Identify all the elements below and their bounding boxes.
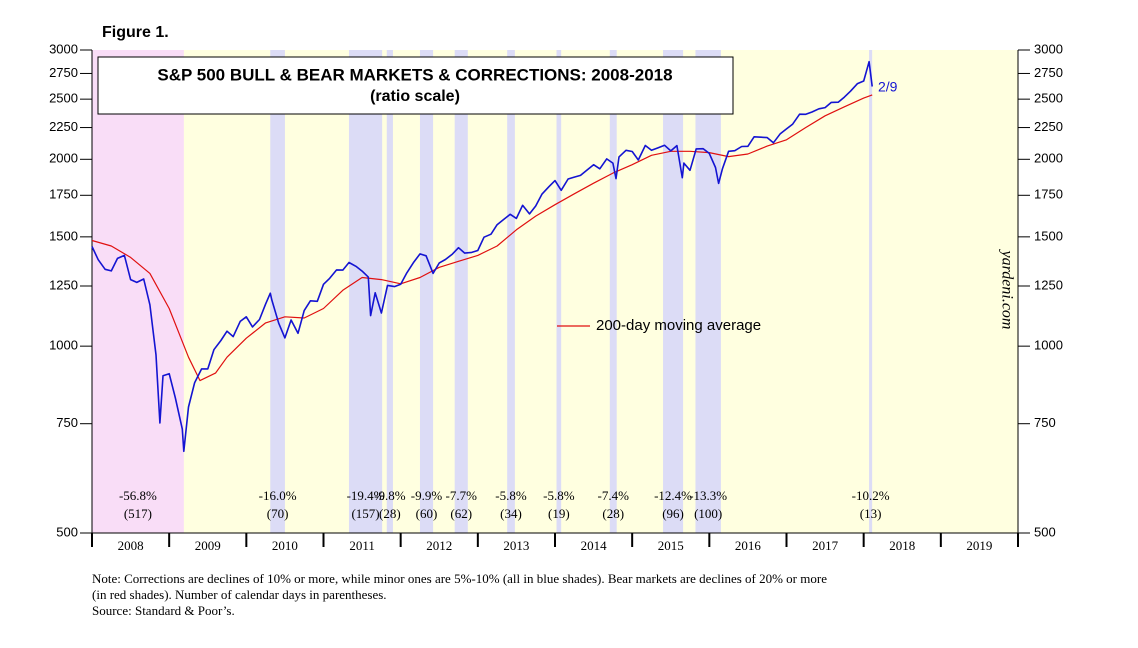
y-tick-label: 2000: [1034, 151, 1063, 166]
decline-label: -7.7%: [446, 488, 478, 503]
y-tick-label: 2500: [49, 91, 78, 106]
legend-label: 200-day moving average: [596, 317, 761, 334]
chart-subtitle: (ratio scale): [370, 88, 460, 105]
x-tick-label: 2018: [889, 538, 915, 553]
days-label: (96): [662, 506, 684, 521]
correction-shade: [348, 50, 383, 533]
x-tick-label: 2014: [581, 538, 608, 553]
decline-label: -9.9%: [411, 488, 443, 503]
x-tick-label: 2012: [426, 538, 452, 553]
title-box: [97, 56, 734, 115]
decline-label: -5.8%: [543, 488, 575, 503]
note-line: Source: Standard & Poor’s.: [92, 603, 235, 618]
y-tick-label: 1250: [1034, 277, 1063, 292]
note-line: Note: Corrections are declines of 10% or…: [92, 571, 827, 586]
decline-label: -19.4%: [347, 488, 385, 503]
y-tick-label: 2500: [1034, 91, 1063, 106]
plot: -56.8% (517) -16.0% (70) -19.4% (157) -9.8% (28…: [49, 41, 1063, 553]
y-tick-label: 2250: [1034, 119, 1063, 134]
x-tick-label: 2011: [349, 538, 375, 553]
days-label: (60): [416, 506, 438, 521]
correction-shade: [270, 50, 285, 533]
series-line: [91, 94, 873, 382]
decline-label: -10.2%: [852, 488, 890, 503]
x-tick-label: 2009: [195, 538, 221, 553]
plot-background: [92, 50, 1018, 533]
x-tick-label: 2015: [658, 538, 684, 553]
x-tick-label: 2016: [735, 538, 762, 553]
decline-label: -5.8%: [495, 488, 527, 503]
decline-label: -13.3%: [689, 488, 727, 503]
y-tick-label: 750: [1034, 415, 1056, 430]
correction-shade: [507, 50, 515, 533]
figure-label: Figure 1.: [102, 24, 169, 41]
y-tick-label: 1750: [49, 187, 78, 202]
end-annotation: 2/9: [878, 79, 898, 95]
x-tick-label: 2008: [118, 538, 144, 553]
y-tick-label: 3000: [1034, 41, 1063, 56]
days-label: (19): [548, 506, 570, 521]
plot-area: [92, 50, 1018, 533]
correction-shade: [869, 50, 873, 533]
correction-shade: [663, 50, 684, 533]
days-label: (70): [267, 506, 289, 521]
decline-label: -9.8%: [374, 488, 406, 503]
y-tick-label: 2000: [49, 151, 78, 166]
y-tick-label: 2750: [1034, 65, 1063, 80]
note-line: (in red shades). Number of calendar days…: [92, 587, 387, 602]
y-tick-label: 1250: [49, 277, 78, 292]
days-label: (28): [379, 506, 401, 521]
y-tick-label: 500: [1034, 524, 1056, 539]
series-line: [91, 60, 873, 453]
correction-shade: [695, 50, 721, 533]
y-tick-label: 1750: [1034, 187, 1063, 202]
correction-shade: [386, 50, 393, 533]
decline-label: -12.4%: [654, 488, 692, 503]
days-label: (34): [500, 506, 522, 521]
decline-label: -7.4%: [598, 488, 630, 503]
days-label: (28): [602, 506, 624, 521]
x-tick-label: 2013: [503, 538, 529, 553]
chart-title: S&P 500 BULL & BEAR MARKETS & CORRECTION…: [157, 65, 672, 84]
correction-shade: [556, 50, 562, 533]
bear-shade: [92, 50, 184, 533]
correction-shade: [609, 50, 617, 533]
days-label: (62): [450, 506, 472, 521]
y-tick-label: 500: [56, 524, 78, 539]
days-label: (13): [860, 506, 882, 521]
watermark: yardeni.com: [998, 249, 1015, 330]
y-tick-label: 750: [56, 415, 78, 430]
y-tick-label: 3000: [49, 41, 78, 56]
days-label: (100): [694, 506, 722, 521]
decline-label: -56.8%: [119, 488, 157, 503]
days-label: (157): [351, 506, 379, 521]
days-label: (517): [124, 506, 152, 521]
y-tick-label: 1500: [49, 228, 78, 243]
y-tick-label: 2750: [49, 65, 78, 80]
correction-shade: [419, 50, 434, 533]
y-tick-label: 1500: [1034, 228, 1063, 243]
x-tick-label: 2019: [966, 538, 992, 553]
correction-shade: [454, 50, 468, 533]
y-tick-label: 1000: [49, 338, 78, 353]
y-tick-label: 1000: [1034, 338, 1063, 353]
x-tick-label: 2010: [272, 538, 298, 553]
x-tick-label: 2017: [812, 538, 839, 553]
decline-label: -16.0%: [259, 488, 297, 503]
y-tick-label: 2250: [49, 119, 78, 134]
